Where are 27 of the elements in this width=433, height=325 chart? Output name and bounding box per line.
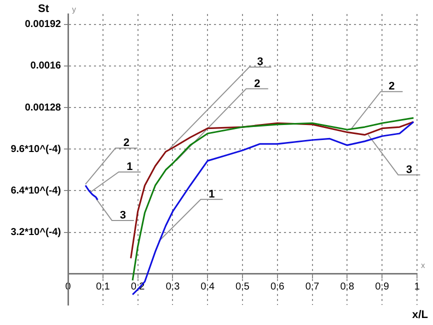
annotation: 2 (254, 78, 260, 90)
y-tick-label: 9.6*10^(-4) (10, 144, 61, 155)
annotation: 3 (406, 164, 412, 176)
text: x (421, 260, 425, 270)
x-tick-label: 1 (414, 282, 420, 293)
annotation: 3 (120, 209, 126, 222)
annotation: 3 (257, 56, 264, 68)
x-tick-label: 0.1 (96, 282, 110, 293)
y-tick-label: 0.00192 (24, 19, 62, 30)
x-tick-label: 0.5 (236, 282, 250, 293)
y-tick-label: 6.4*10^(-4) (10, 185, 61, 196)
x-tick-label: 0.3 (166, 282, 180, 293)
y-tick-label: 3.2*10^(-4) (10, 227, 61, 238)
text: y (72, 5, 76, 14)
x-tick-label: 0.9 (375, 282, 390, 293)
x-tick-label: 0.7 (305, 282, 320, 293)
annotation: 1 (208, 188, 215, 200)
x-tick-label: 0.8 (340, 282, 355, 293)
y-tick-label: 0.00128 (24, 102, 62, 114)
x-tick-label: 0.6 (270, 282, 285, 293)
y-tick-label: 0.0016 (30, 60, 62, 72)
annotation: 1 (126, 160, 133, 173)
annotation: 2 (388, 80, 395, 93)
y-axis-title: St (38, 3, 50, 15)
x-axis-title: x/L (412, 309, 428, 321)
x-tick-label: 0.4 (200, 282, 215, 293)
annotation: 2 (123, 137, 130, 150)
